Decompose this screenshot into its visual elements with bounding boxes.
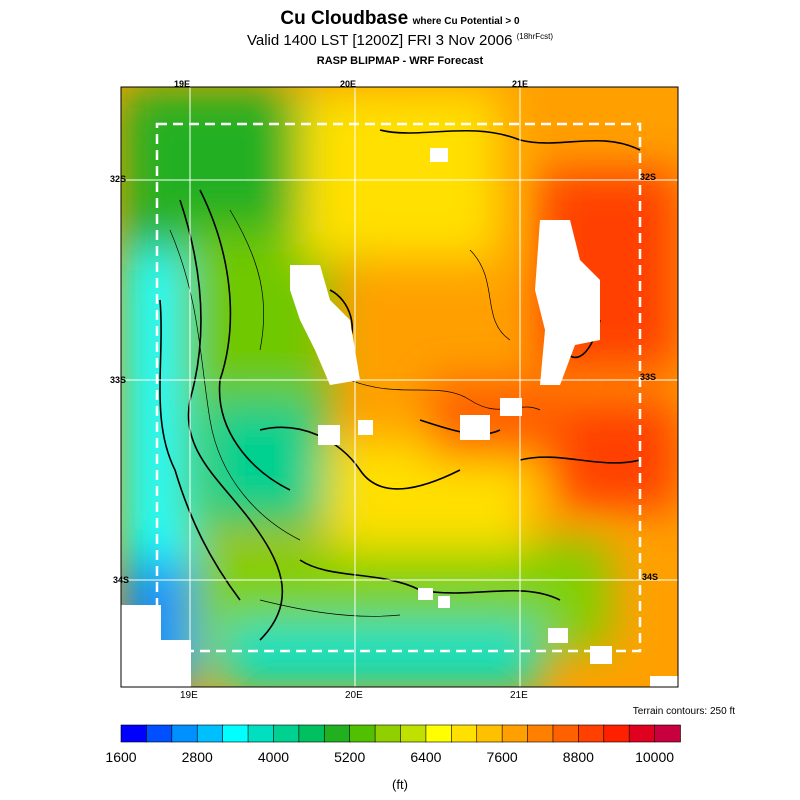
no-cumulus-areas	[121, 148, 678, 687]
lat-label-33s-left: 33S	[110, 375, 127, 385]
valid-time-text: Valid 1400 LST [1200Z] FRI 3 Nov 2006	[246, 32, 513, 49]
colorbar-tick-label: 7600	[486, 749, 518, 765]
colorbar	[120, 724, 681, 743]
terrain-contours-note: Terrain contours: 250 ft	[632, 706, 735, 717]
colorbar-swatch	[349, 724, 376, 743]
model-label: RASP BLIPMAP - WRF Forecast	[316, 55, 484, 67]
colorbar-swatch	[247, 724, 275, 743]
title-main: Cu Cloudbase	[280, 8, 409, 29]
colorbar-tick-label: 4000	[257, 749, 290, 765]
colorbar-tick-label: 5200	[334, 749, 366, 765]
colorbar-swatch	[222, 724, 249, 743]
lat-label-32s-right: 32S	[640, 172, 657, 182]
colorbar-swatch	[654, 724, 681, 743]
lon-label-19e-top: 19E	[174, 79, 191, 89]
inner-domain-box	[155, 122, 642, 653]
colorbar-tick-label: 10000	[635, 749, 675, 765]
colorbar-swatch	[552, 724, 580, 743]
colorbar-swatch	[400, 724, 427, 743]
colorbar-tick-label: 6400	[410, 749, 442, 765]
lat-label-34s-right: 34S	[642, 572, 659, 582]
title-subtitle: where Cu Potential > 0	[412, 16, 520, 27]
map-title: Cu Cloudbase where Cu Potential > 0	[0, 8, 800, 30]
colorbar-swatch	[501, 724, 529, 743]
lat-lon-grid	[121, 87, 678, 687]
forecast-hour: (18hrFcst)	[516, 32, 554, 41]
colorbar-swatch	[146, 724, 173, 743]
colorbar-swatch	[603, 724, 630, 743]
colorbar-swatch	[628, 724, 656, 743]
lon-label-21e-bottom: 21E	[510, 690, 528, 701]
colorbar-swatch	[273, 724, 300, 743]
colorbar-swatch	[120, 724, 148, 743]
valid-time: Valid 1400 LST [1200Z] FRI 3 Nov 2006 (1…	[0, 32, 800, 49]
lat-label-33s-right: 33S	[640, 372, 657, 382]
colorbar-swatch	[451, 724, 478, 743]
lon-label-21e-top: 21E	[512, 79, 529, 89]
colorbar-swatch	[425, 724, 453, 743]
colorbar-tick-label: 2800	[181, 749, 213, 765]
colorbar-swatch	[476, 724, 503, 743]
colorbar-swatch	[527, 724, 554, 743]
colorbar-swatch	[374, 724, 402, 743]
colorbar-tick-label: 1600	[105, 749, 137, 765]
cloudbase-field	[121, 87, 678, 687]
colorbar-swatch	[578, 724, 605, 743]
colorbar-tick-label: 8800	[562, 749, 594, 765]
map-frame	[120, 86, 679, 688]
lat-label-34s-left: 34S	[113, 575, 130, 585]
lon-label-20e-bottom: 20E	[345, 690, 363, 701]
colorbar-swatch	[298, 724, 326, 743]
colorbar-units: (ft)	[392, 777, 408, 792]
lon-label-20e-top: 20E	[340, 79, 357, 89]
colorbar-swatch	[323, 724, 351, 743]
lon-label-19e-bottom: 19E	[180, 690, 198, 701]
colorbar-swatch	[171, 724, 199, 743]
lat-label-32s-left: 32S	[110, 174, 127, 184]
colorbar-swatch	[196, 724, 224, 743]
